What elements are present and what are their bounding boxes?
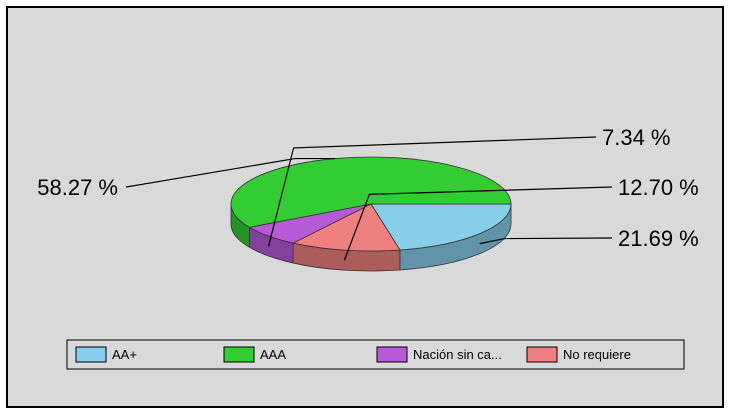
pie-slice-no-requiere <box>291 203 401 252</box>
pie-slice-aa <box>370 203 512 251</box>
value-label-naci-n-sin-ca: 7.34 % <box>602 125 671 150</box>
legend-label-naci-n-sin-ca: Nación sin ca... <box>413 347 502 362</box>
legend-swatch-naci-n-sin-ca <box>376 346 408 363</box>
legend-swatch-no-requiere <box>526 346 558 363</box>
legend-label-aa: AA+ <box>112 347 137 362</box>
leader-line-naci-n-sin-ca <box>268 136 597 247</box>
value-label-no-requiere: 12.70 % <box>618 175 699 200</box>
legend-label-no-requiere: No requiere <box>563 347 631 362</box>
value-label-aaa: 58.27 % <box>37 175 118 200</box>
legend-label-aaa: AAA <box>260 347 286 362</box>
legend-box <box>66 339 685 370</box>
legend-swatch-aa <box>75 346 107 363</box>
legend-swatch-aaa <box>223 346 255 363</box>
value-label-aa: 21.69 % <box>618 226 699 251</box>
leader-line-aaa <box>125 157 336 188</box>
leader-line-aa <box>479 237 613 245</box>
leader-line-no-requiere <box>343 186 613 261</box>
